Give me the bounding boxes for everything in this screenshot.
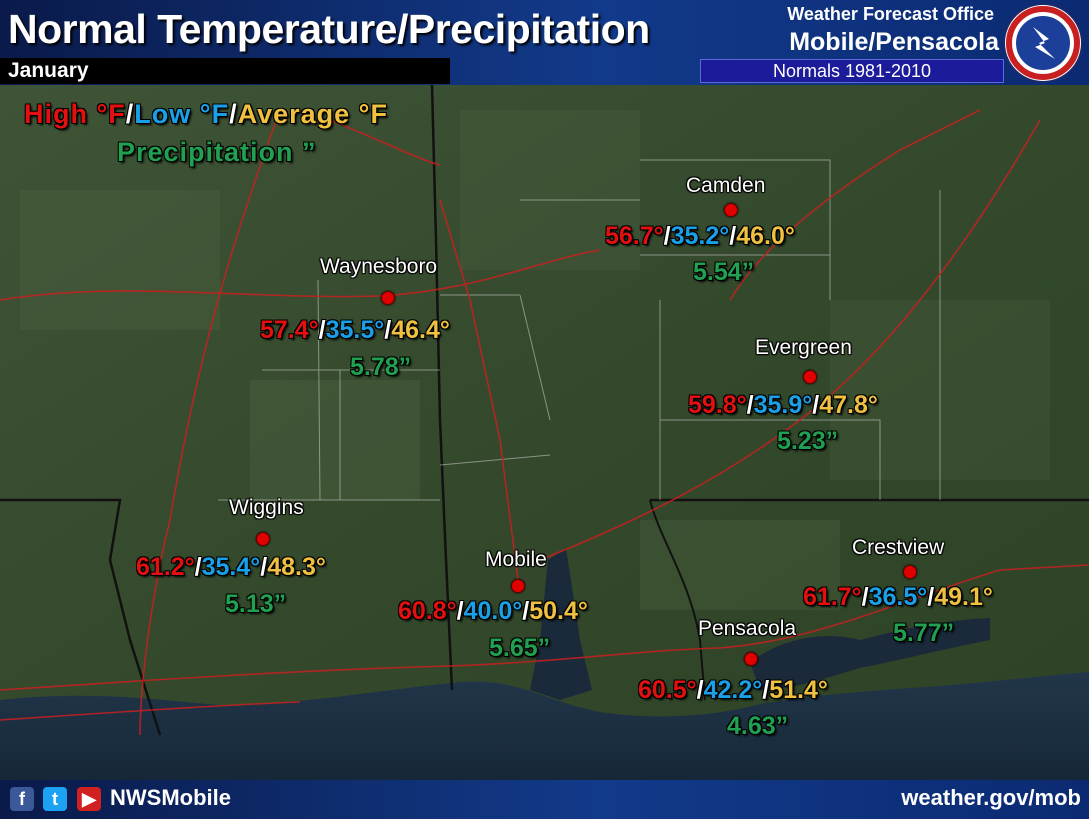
station-temps: 57.4°/35.5°/46.4° <box>260 316 450 344</box>
station-precip: 5.23” <box>777 427 839 455</box>
county-lines <box>218 159 941 501</box>
twitter-icon[interactable]: t <box>43 787 67 811</box>
station-precip: 4.63” <box>727 712 789 740</box>
station-low: 36.5° <box>868 583 928 611</box>
station-dot <box>724 203 738 217</box>
station-name: Wiggins <box>229 496 304 519</box>
gulf-of-mexico <box>0 672 1089 780</box>
station-temps: 60.8°/40.0°/50.4° <box>398 597 588 625</box>
office-name: Mobile/Pensacola <box>789 28 999 56</box>
legend-precipitation: Precipitation ” <box>117 137 317 167</box>
station-avg: 47.8° <box>819 391 878 419</box>
wfo-label: Weather Forecast Office <box>787 4 994 24</box>
station-high: 56.7° <box>605 222 664 250</box>
station-low: 35.4° <box>201 553 261 581</box>
satellite-map <box>0 85 1089 780</box>
station-avg: 50.4° <box>529 597 588 625</box>
station-dot <box>256 532 270 546</box>
youtube-icon[interactable]: ▶ <box>77 787 101 811</box>
legend-temperature: High °F/Low °F/Average °F <box>24 99 388 130</box>
station-high: 59.8° <box>688 391 747 419</box>
station-precip: 5.65” <box>489 634 551 662</box>
station-name: Camden <box>686 174 766 197</box>
social-handle[interactable]: NWSMobile <box>110 785 231 810</box>
station-dot <box>744 652 758 666</box>
ms-la-border <box>0 498 162 736</box>
footer-bar <box>0 780 1089 819</box>
station-avg: 46.4° <box>391 316 450 344</box>
station-dot <box>903 565 917 579</box>
station-name: Mobile <box>485 548 547 571</box>
station-name: Pensacola <box>698 617 797 640</box>
station-high: 57.4° <box>260 316 319 344</box>
station-precip: 5.13” <box>225 590 287 618</box>
legend-slash: / <box>125 99 135 129</box>
month-label: January <box>8 59 89 82</box>
station-temps: 56.7°/35.2°/46.0° <box>605 222 795 250</box>
station-temps: 61.7°/36.5°/49.1° <box>803 583 993 611</box>
legend-slash: / <box>229 99 238 129</box>
station-precip: 5.54” <box>693 258 755 286</box>
station-low: 35.9° <box>753 391 813 419</box>
station-dot <box>511 579 525 593</box>
station-precip: 5.78” <box>350 353 412 381</box>
legend-low: Low °F <box>134 99 230 129</box>
mobile-bay <box>530 548 592 700</box>
ms-al-border <box>430 85 454 691</box>
legend-average: Average °F <box>237 99 388 129</box>
station-high: 61.7° <box>803 583 862 611</box>
highways <box>0 109 1089 736</box>
station-temps: 59.8°/35.9°/47.8° <box>688 391 878 419</box>
station-avg: 46.0° <box>736 222 795 250</box>
station-dot <box>381 291 395 305</box>
station-low: 35.5° <box>325 316 385 344</box>
station-low: 40.0° <box>463 597 523 625</box>
month-bar <box>0 58 450 84</box>
normals-period: Normals 1981-2010 <box>700 59 1004 83</box>
station-low: 42.2° <box>703 676 763 704</box>
station-high: 61.2° <box>136 553 195 581</box>
nws-logo-icon <box>1005 5 1081 81</box>
pensacola-bay <box>750 618 990 690</box>
station-avg: 49.1° <box>934 583 993 611</box>
station-high: 60.5° <box>638 676 697 704</box>
station-high: 60.8° <box>398 597 457 625</box>
station-avg: 48.3° <box>267 553 326 581</box>
station-low: 35.2° <box>670 222 730 250</box>
station-precip: 5.77” <box>893 619 955 647</box>
legend-high: High °F <box>24 99 126 129</box>
station-dot <box>803 370 817 384</box>
perdido-river <box>649 499 706 701</box>
page-title: Normal Temperature/Precipitation <box>8 6 650 52</box>
station-temps: 61.2°/35.4°/48.3° <box>136 553 326 581</box>
station-name: Crestview <box>852 536 945 559</box>
website-link[interactable]: weather.gov/mob <box>901 785 1081 810</box>
station-name: Waynesboro <box>320 255 438 278</box>
station-name: Evergreen <box>755 336 852 359</box>
station-avg: 51.4° <box>769 676 828 704</box>
station-temps: 60.5°/42.2°/51.4° <box>638 676 828 704</box>
facebook-icon[interactable]: f <box>10 787 34 811</box>
